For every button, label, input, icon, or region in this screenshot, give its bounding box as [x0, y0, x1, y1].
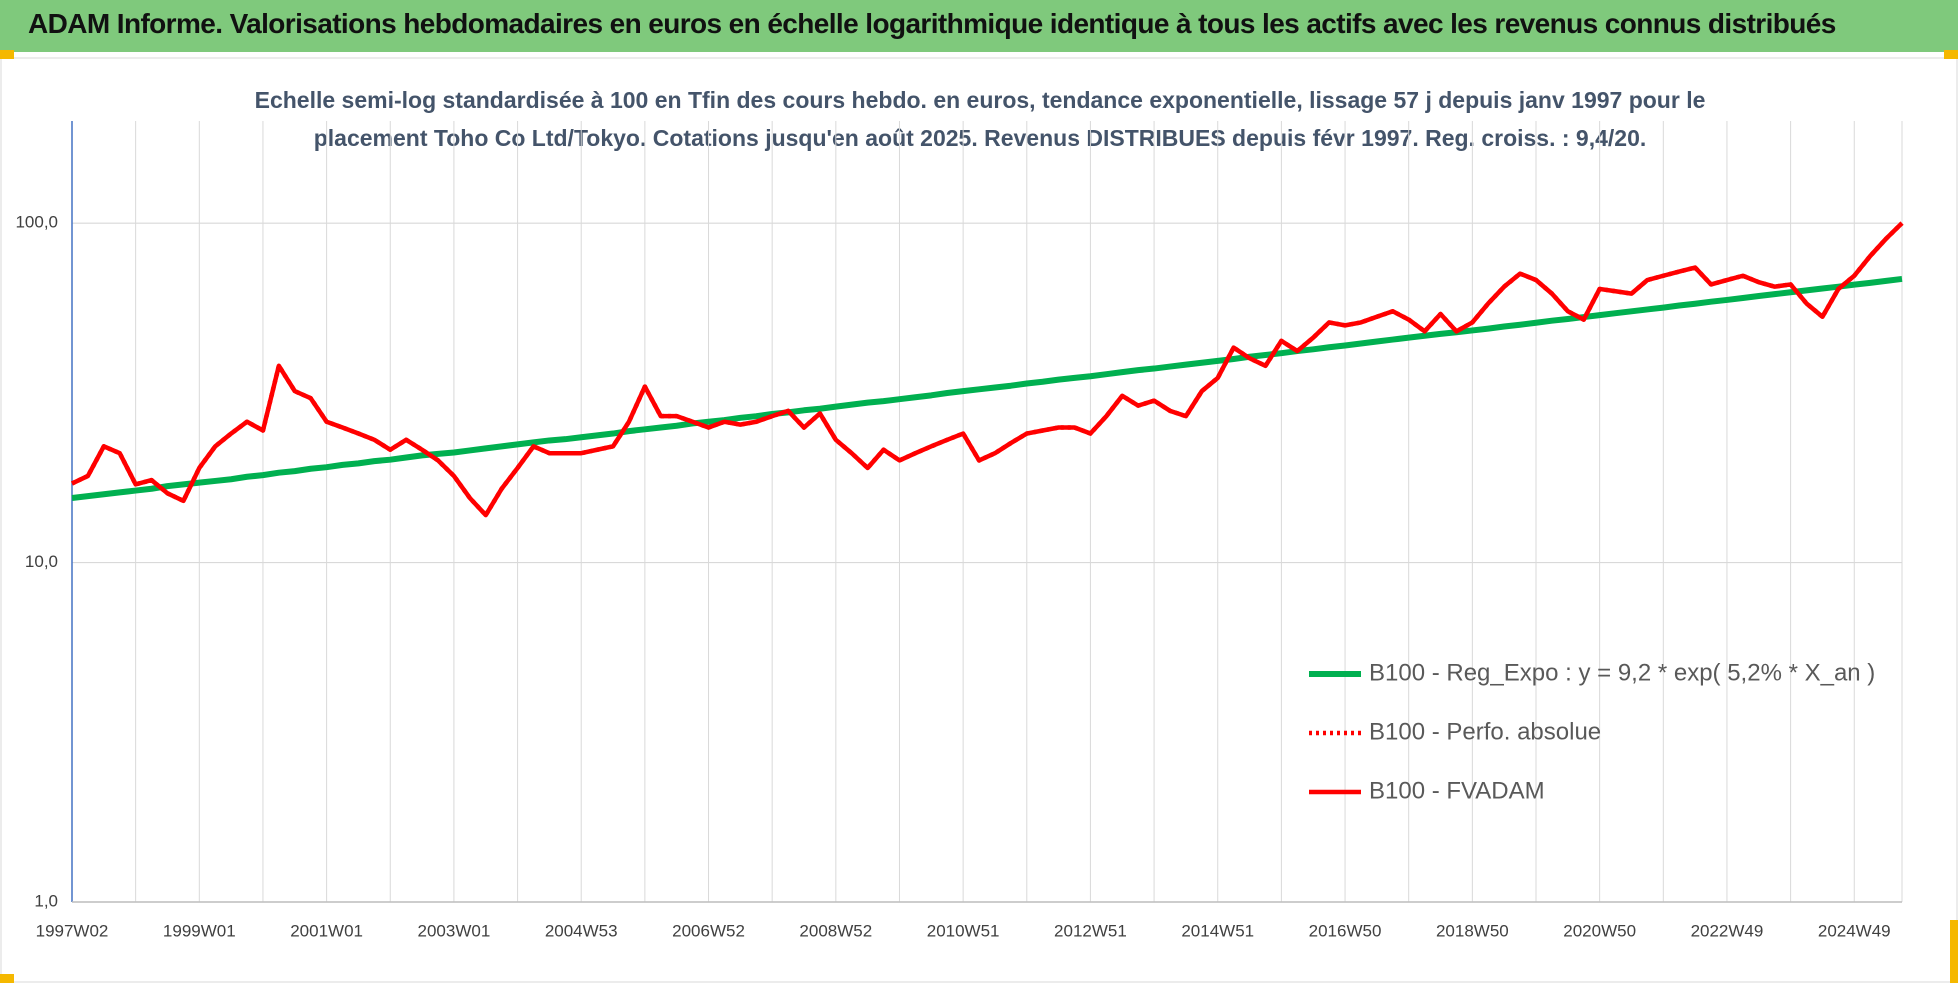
- data-line: [71, 275, 1903, 501]
- x-tick-label: 2018W50: [1436, 921, 1509, 940]
- legend-label: B100 - Perfo. absolue: [1369, 718, 1601, 745]
- x-tick-label: 2003W01: [418, 921, 491, 940]
- corner-mark: [0, 974, 14, 983]
- x-tick-label: 2014W51: [1181, 921, 1254, 940]
- chart-subtitle: placement Toho Co Ltd/Tokyo. Cotations j…: [314, 125, 1647, 151]
- x-tick-label: 2020W50: [1563, 921, 1636, 940]
- legend-label: B100 - FVADAM: [1369, 777, 1545, 804]
- y-tick-label: 1,0: [34, 891, 58, 910]
- y-tick-label: 100,0: [15, 213, 58, 232]
- x-tick-label: 2016W50: [1309, 921, 1382, 940]
- x-tick-label: 2024W49: [1818, 921, 1891, 940]
- x-tick-label: 2008W52: [799, 921, 872, 940]
- x-tick-label: 2012W51: [1054, 921, 1127, 940]
- corner-mark: [0, 50, 14, 59]
- title-bar: ADAM Informe. Valorisations hebdomadaire…: [0, 0, 1958, 52]
- legend-label: B100 - Reg_Expo : y = 9,2 * exp( 5,2% * …: [1369, 659, 1875, 686]
- x-tick-label: 1997W02: [36, 921, 109, 940]
- x-tick-label: 1999W01: [163, 921, 236, 940]
- x-tick-label: 2001W01: [290, 921, 363, 940]
- corner-mark: [1944, 50, 1958, 59]
- chart-subtitle: Echelle semi-log standardisée à 100 en T…: [255, 87, 1706, 113]
- x-tick-label: 2004W53: [545, 921, 618, 940]
- data-line: [71, 221, 1904, 518]
- x-tick-label: 2022W49: [1691, 921, 1764, 940]
- x-tick-label: 2006W52: [672, 921, 745, 940]
- data-line: [71, 221, 1904, 518]
- y-tick-label: 10,0: [25, 552, 58, 571]
- chart-border: [0, 57, 1958, 983]
- page-title: ADAM Informe. Valorisations hebdomadaire…: [28, 8, 1836, 39]
- corner-mark: [1950, 920, 1958, 983]
- x-tick-label: 2010W51: [927, 921, 1000, 940]
